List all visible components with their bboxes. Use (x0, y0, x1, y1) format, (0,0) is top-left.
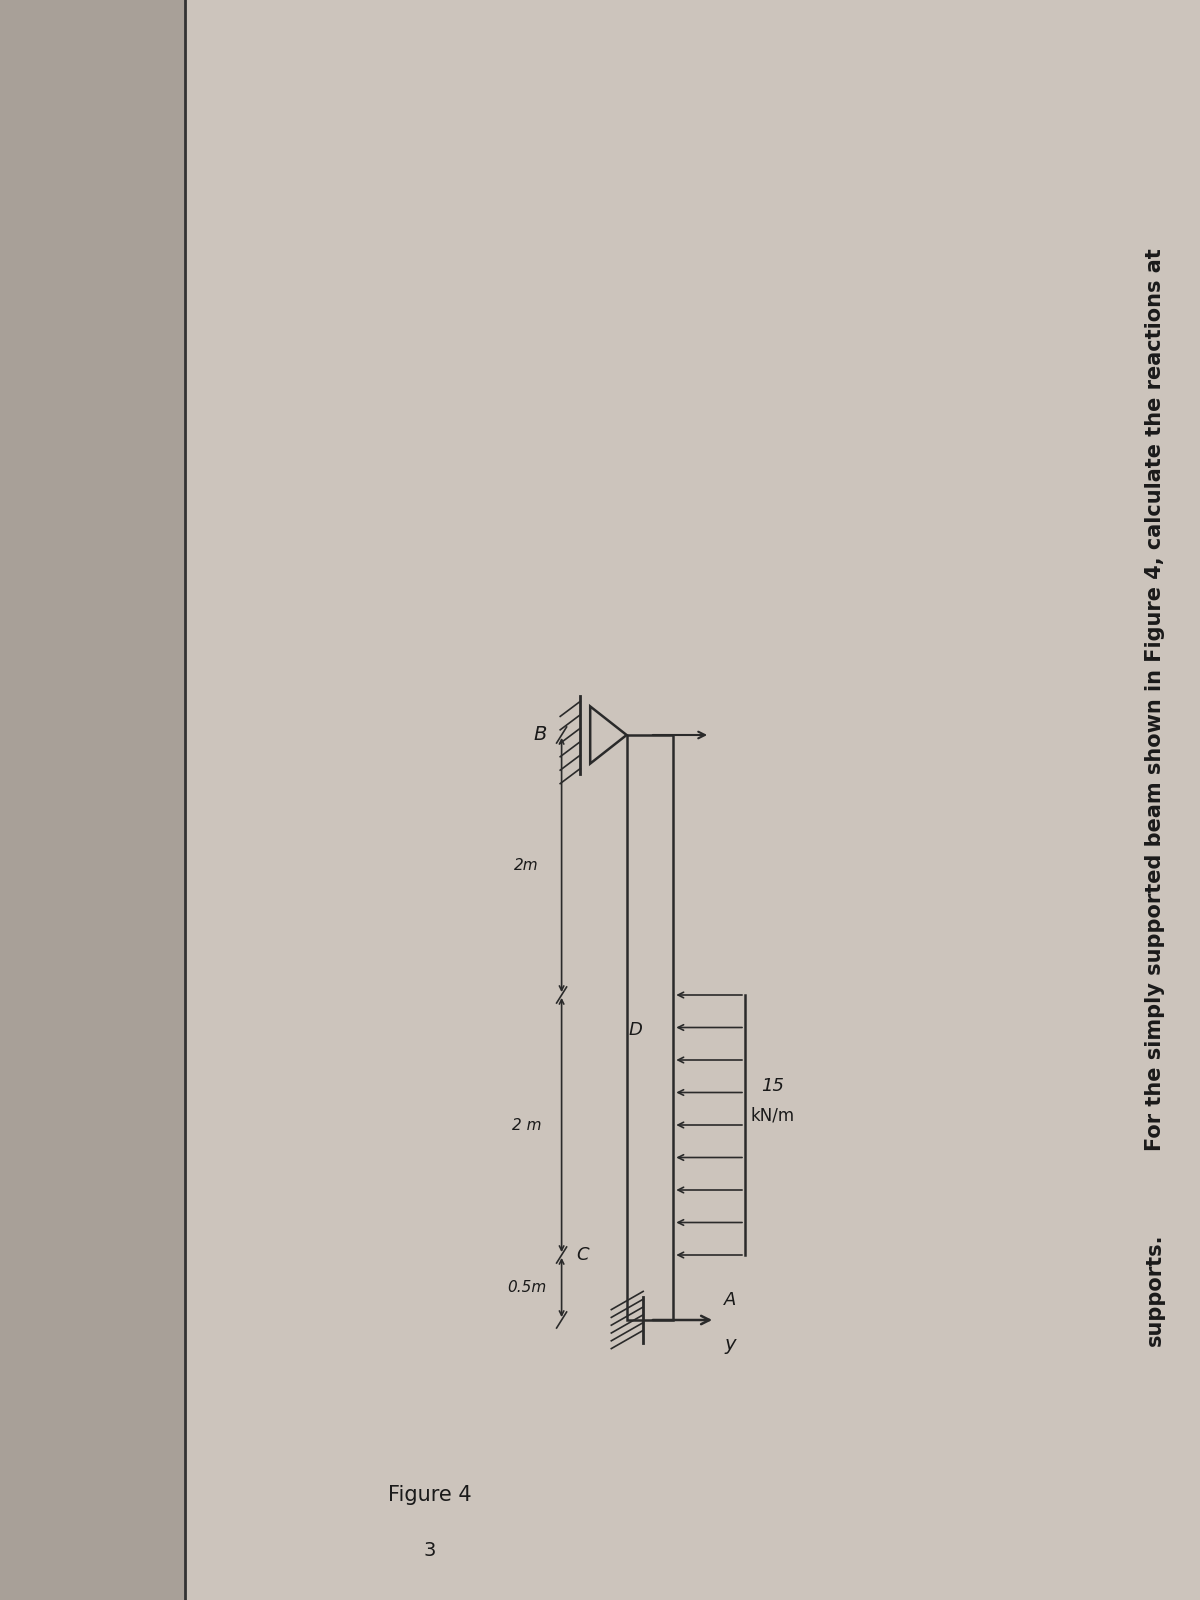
Text: 15: 15 (761, 1077, 784, 1094)
Text: Figure 4: Figure 4 (388, 1485, 472, 1506)
Text: A: A (724, 1291, 736, 1309)
Text: D: D (628, 1021, 642, 1038)
Text: 2m: 2m (515, 858, 539, 872)
Bar (185, 0, 1200, 1600)
Text: kN/m: kN/m (750, 1107, 794, 1125)
Text: y: y (725, 1336, 736, 1355)
Text: supports.: supports. (1145, 1234, 1165, 1346)
Text: B: B (534, 725, 547, 744)
Text: 2 m: 2 m (512, 1117, 541, 1133)
Text: 3: 3 (424, 1541, 436, 1560)
Text: C: C (576, 1246, 588, 1264)
Text: 0.5m: 0.5m (506, 1280, 546, 1294)
Bar (0, 0, 185, 1600)
Text: For the simply supported beam shown in Figure 4, calculate the reactions at: For the simply supported beam shown in F… (1145, 248, 1165, 1152)
